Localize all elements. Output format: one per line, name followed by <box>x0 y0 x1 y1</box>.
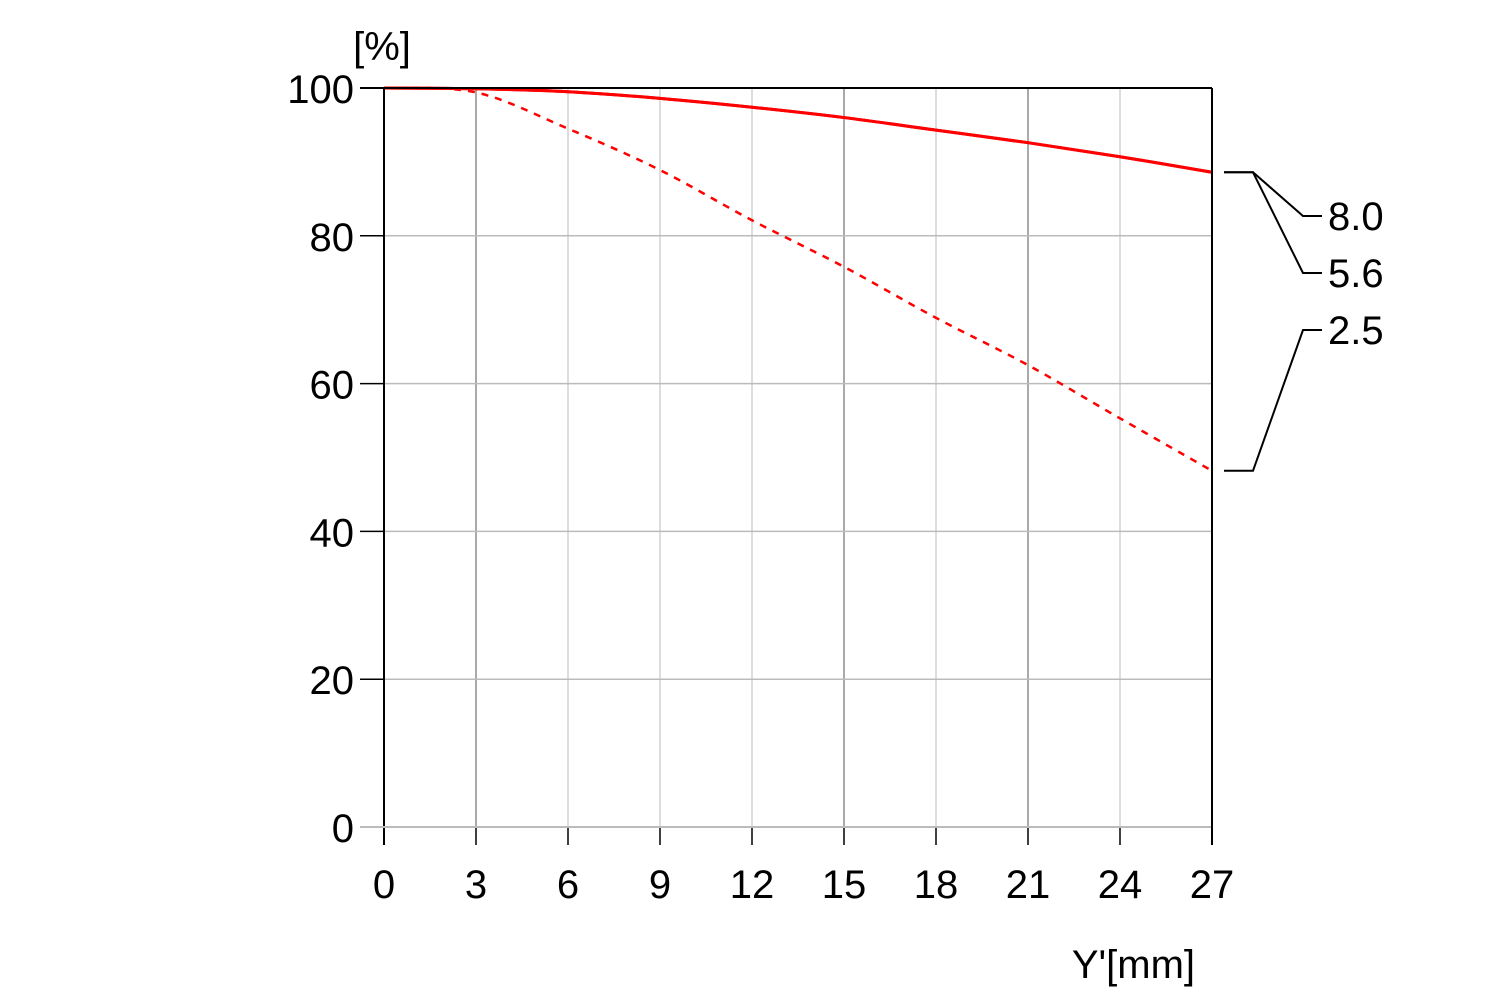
y-tick-label: 60 <box>310 364 355 408</box>
legend-label: 8.0 <box>1328 195 1384 239</box>
y-tick-label: 0 <box>332 807 354 851</box>
x-tick-label: 15 <box>822 863 867 907</box>
tick-labels: 0 3 6 9 12 15 18 21 24 27 0 20 40 60 80 100 <box>287 68 1234 907</box>
legend-leader-line <box>1224 171 1322 274</box>
x-tick-label: 18 <box>914 863 959 907</box>
series-line-f2-5 <box>383 86 1213 472</box>
axes <box>360 87 1213 845</box>
y-tick-label: 40 <box>310 511 355 555</box>
x-tick-label: 27 <box>1190 863 1235 907</box>
x-tick-label: 12 <box>730 863 775 907</box>
x-tick-label: 24 <box>1098 863 1143 907</box>
x-tick-label: 3 <box>465 863 487 907</box>
x-tick-label: 21 <box>1006 863 1051 907</box>
y-axis-label: [%] <box>353 25 411 69</box>
legend-leader-line <box>1224 171 1322 217</box>
y-tick-label: 80 <box>310 216 355 260</box>
legend-label: 5.6 <box>1328 252 1384 296</box>
legend: 8.0 5.6 2.5 <box>1224 171 1384 472</box>
y-tick-label: 20 <box>310 659 355 703</box>
series-line-f5-6 <box>383 86 1213 174</box>
x-axis-label: Y'[mm] <box>1072 943 1195 987</box>
x-tick-label: 9 <box>649 863 671 907</box>
grid <box>384 88 1212 827</box>
x-tick-label: 0 <box>373 863 395 907</box>
series-line-f8-0 <box>383 86 1213 174</box>
series-lines <box>383 86 1213 472</box>
x-tick-label: 6 <box>557 863 579 907</box>
legend-label: 2.5 <box>1328 309 1384 353</box>
y-tick-label: 100 <box>287 68 354 112</box>
legend-leader-line <box>1224 329 1322 472</box>
